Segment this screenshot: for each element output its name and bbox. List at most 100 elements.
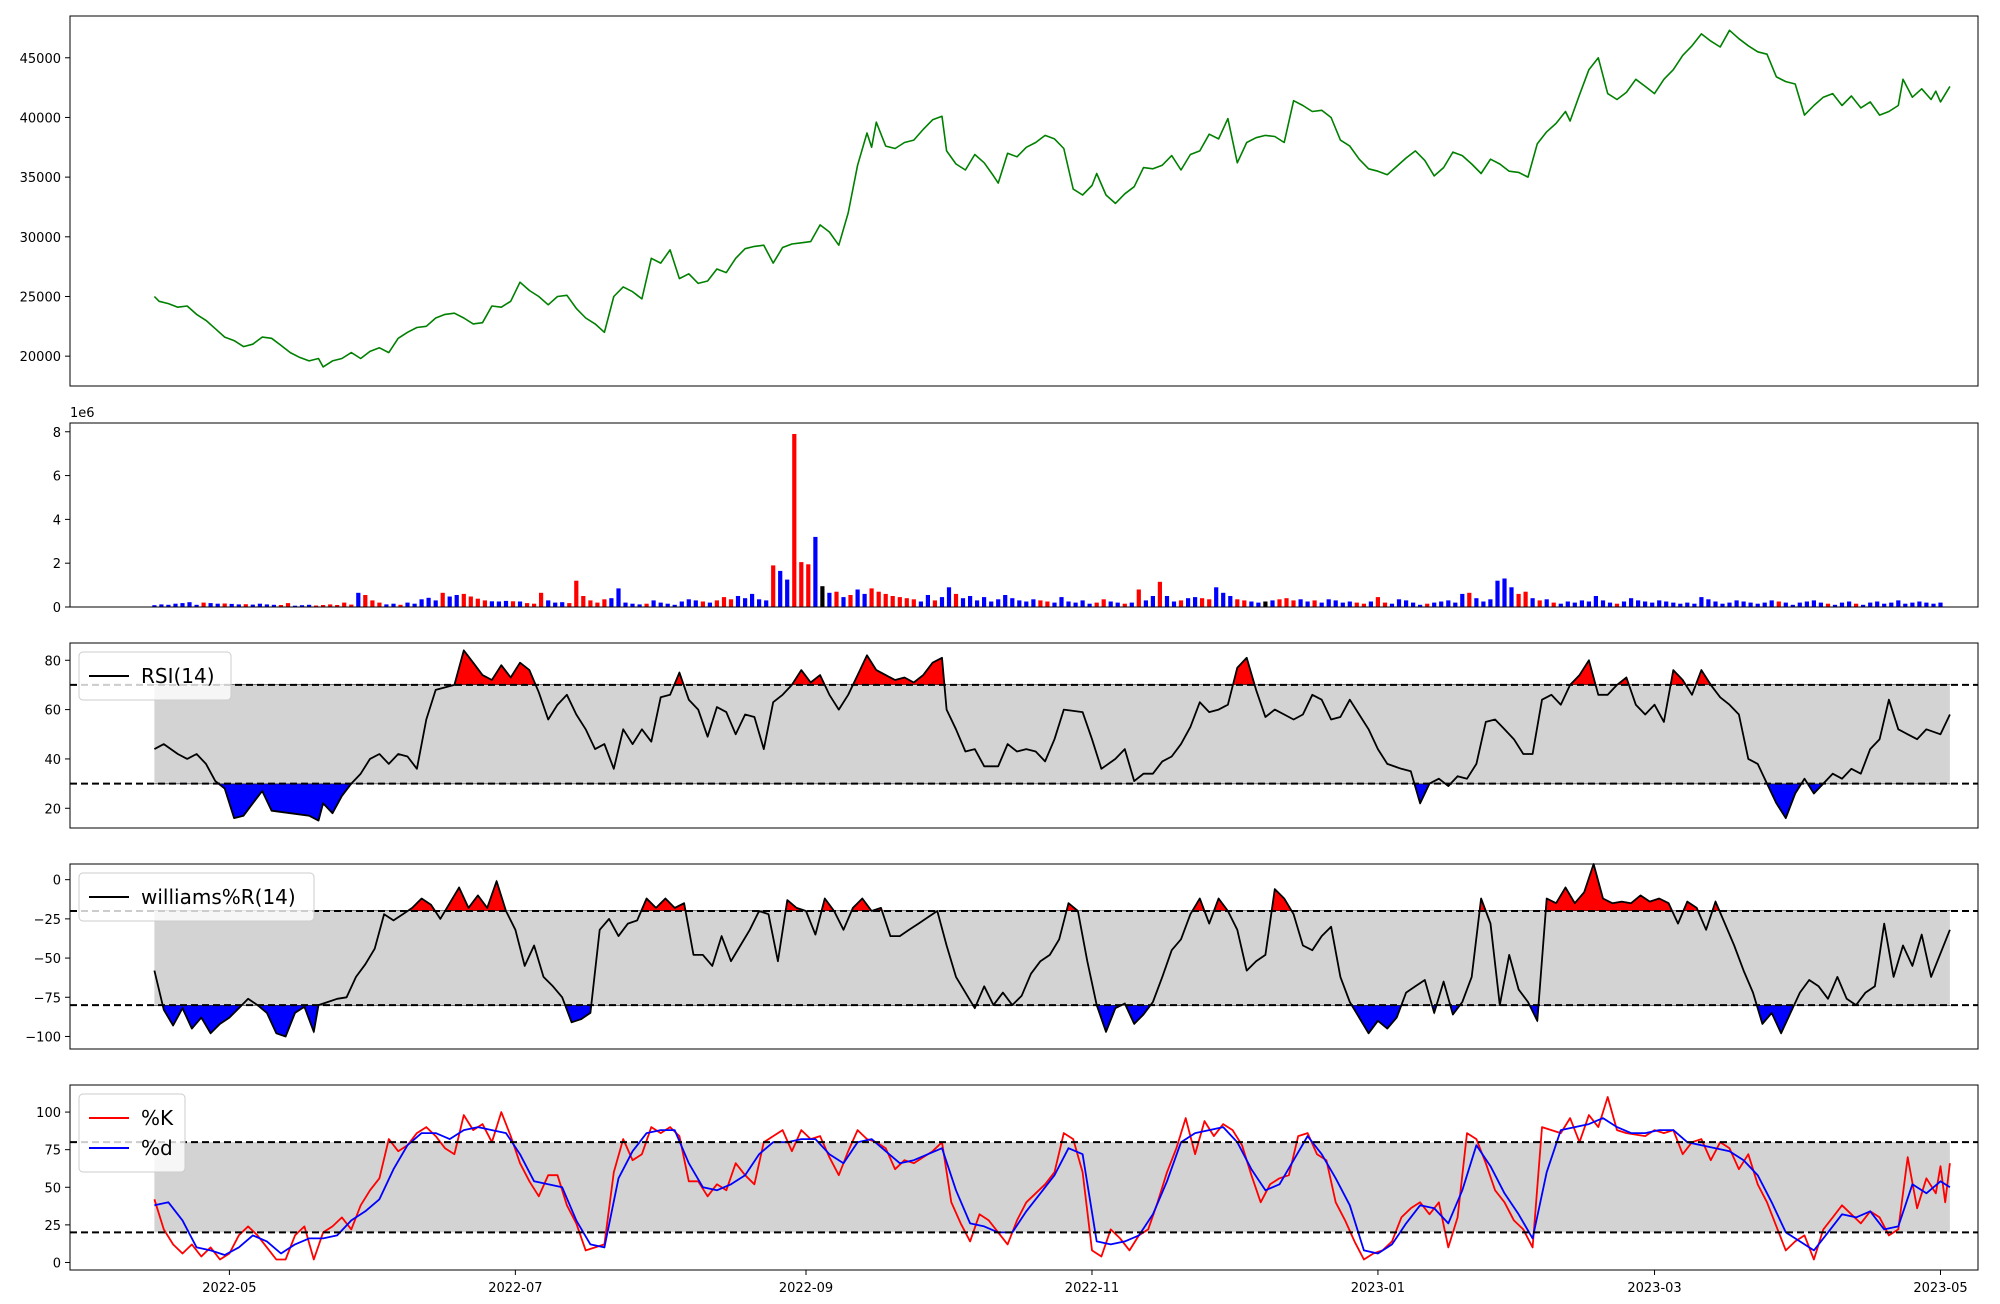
volume-bar	[1221, 592, 1226, 607]
volume-bar	[1586, 601, 1591, 607]
volume-bar	[623, 602, 628, 607]
volume-bar	[1825, 603, 1831, 607]
volume-bar	[1868, 602, 1873, 607]
price-panel: 20000 25000 30000 35000 40000 45000	[20, 15, 1979, 387]
volume-bar	[1579, 600, 1584, 607]
volume-bar	[574, 580, 579, 607]
volume-bar	[1755, 603, 1760, 607]
volume-bar	[454, 595, 459, 607]
volume-bar	[1150, 596, 1155, 607]
volume-bar	[159, 604, 164, 607]
volume-bar	[1854, 603, 1859, 607]
volume-bar	[1614, 603, 1620, 607]
volume-bar	[982, 597, 987, 607]
volume-bar	[1607, 602, 1613, 607]
volume-bar	[1368, 601, 1373, 607]
volume-bar	[187, 602, 192, 607]
volume-bar	[264, 604, 269, 607]
volume-bar	[342, 602, 347, 607]
volume-bar	[665, 603, 670, 607]
volume-bar	[335, 605, 340, 607]
volume-bar	[194, 604, 199, 607]
volume-bar	[707, 602, 712, 607]
volume-bar	[475, 598, 480, 607]
volume-bar	[1207, 599, 1212, 607]
volume-bar	[1389, 603, 1395, 607]
legend-label: %d	[141, 1136, 173, 1160]
volume-bar	[1832, 604, 1838, 607]
volume-bar	[721, 597, 727, 607]
y-tick-label: 6	[53, 470, 61, 485]
volume-bar	[778, 570, 783, 607]
volume-bar	[1495, 580, 1500, 607]
volume-bar	[1003, 595, 1008, 607]
volume-bar	[1797, 602, 1802, 607]
volume-bar	[1727, 602, 1732, 607]
volume-bar	[1650, 602, 1655, 607]
volume-bar	[1242, 600, 1247, 607]
axes-frame	[69, 863, 1979, 1050]
x-tick-label: 2022-05	[202, 1281, 256, 1296]
volume-bar	[1382, 602, 1388, 607]
volume-bar	[1326, 599, 1331, 607]
volume-bar	[1136, 589, 1141, 607]
volume-bar	[1636, 600, 1641, 607]
stochastic-line	[153, 1096, 1951, 1261]
volume-bar	[1938, 602, 1943, 607]
volume-bar	[447, 596, 452, 607]
volume-bar	[820, 586, 825, 607]
x-tick-label: 2023-01	[1351, 1281, 1405, 1296]
rsi-line	[153, 649, 1951, 822]
y-tick-label: 25	[44, 1219, 61, 1234]
volume-bar	[503, 600, 509, 607]
y-tick-label: 50	[44, 1181, 61, 1196]
volume-bar	[1481, 601, 1486, 607]
y-tick-label: 75	[44, 1144, 61, 1159]
volume-bar	[1432, 602, 1437, 607]
volume-bar	[370, 600, 375, 607]
volume-bar	[1811, 600, 1816, 607]
volume-bar	[1474, 598, 1479, 607]
volume-bar	[546, 600, 551, 607]
x-tick-label: 2022-07	[488, 1281, 542, 1296]
stochastic-line	[154, 1117, 1951, 1256]
x-tick-label: 2022-11	[1065, 1281, 1119, 1296]
volume-bar	[1073, 602, 1078, 607]
volume-bar	[1396, 599, 1402, 607]
volume-bar	[1115, 602, 1120, 607]
axes-frame	[69, 1084, 1979, 1271]
volume-bar	[932, 600, 937, 607]
volume-bar	[468, 596, 473, 607]
volume-bar	[904, 598, 909, 607]
volume-bar	[1467, 592, 1472, 607]
volume-bar	[1045, 601, 1050, 607]
volume-bar	[1762, 602, 1767, 607]
volume-bar	[496, 601, 501, 607]
volume-bar	[567, 603, 572, 607]
legend-box	[78, 872, 315, 922]
volume-bar	[728, 599, 734, 607]
y-tick-label: 20	[44, 802, 61, 817]
volume-bar	[1094, 602, 1099, 607]
volume-bar	[1685, 602, 1690, 607]
williams-line	[153, 863, 1951, 1038]
volume-bar	[363, 595, 368, 607]
volume-bar	[1446, 600, 1451, 607]
volume-bar	[1425, 603, 1430, 607]
volume-bar	[806, 564, 811, 607]
volume-bar	[1038, 600, 1043, 607]
x-tick-label: 2022-09	[779, 1281, 833, 1296]
volume-bar	[883, 593, 888, 607]
y-tick-label: 2	[53, 557, 61, 572]
volume-bar	[1024, 601, 1029, 607]
stochastic-panel: 0 25 50 75 100 %K %d 2022-05 2022-07 2022-09 2022-…	[36, 1084, 1979, 1296]
y-tick-label: 0	[53, 1256, 61, 1271]
volume-bar	[1523, 591, 1528, 607]
volume-bar	[1600, 600, 1606, 607]
volume-bar	[1122, 603, 1127, 607]
oversold-fill	[153, 783, 1951, 822]
neutral-band	[154, 1142, 1950, 1233]
volume-bar	[792, 434, 797, 607]
volume-bar	[440, 592, 445, 607]
